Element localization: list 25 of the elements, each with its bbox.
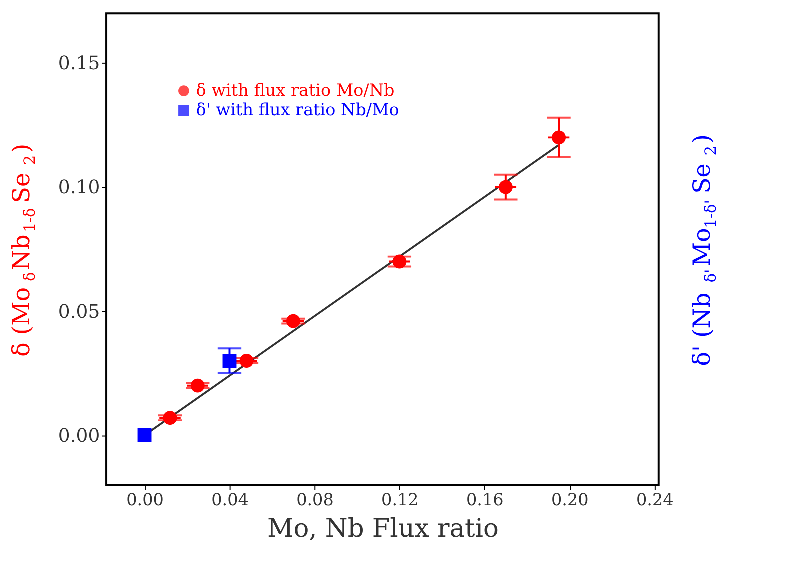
point xyxy=(286,314,300,328)
y-tick-label: 0.00 xyxy=(58,426,100,447)
point xyxy=(498,180,513,194)
legend-label: δ' with flux ratio Nb/Mo xyxy=(196,100,400,120)
legend-label: δ with flux ratio Mo/Nb xyxy=(196,80,395,100)
x-tick-label: 0.12 xyxy=(382,489,419,510)
point xyxy=(222,354,237,368)
point xyxy=(392,254,407,269)
point xyxy=(240,354,254,368)
x-axis-title: Mo, Nb Flux ratio xyxy=(267,514,499,544)
x-tick-label: 0.00 xyxy=(126,489,164,510)
y-tick-label: 0.10 xyxy=(58,178,100,199)
x-tick-label: 0.08 xyxy=(296,489,334,510)
x-tick-label: 0.24 xyxy=(636,489,674,510)
y-axis-title: δ (MoδNb1-δSe2) xyxy=(8,144,40,357)
y2-axis-title: δ' (Nbδ'Mo1-δ'Se2) xyxy=(688,134,720,366)
point xyxy=(138,428,152,442)
point xyxy=(190,378,205,393)
y-tick-label: 0.05 xyxy=(58,302,100,323)
x-tick-label: 0.20 xyxy=(551,489,589,510)
point xyxy=(163,411,178,426)
point xyxy=(552,130,566,145)
x-tick-label: 0.16 xyxy=(466,489,504,510)
x-tick-label: 0.04 xyxy=(212,489,249,510)
y-tick-label: 0.15 xyxy=(58,54,100,75)
